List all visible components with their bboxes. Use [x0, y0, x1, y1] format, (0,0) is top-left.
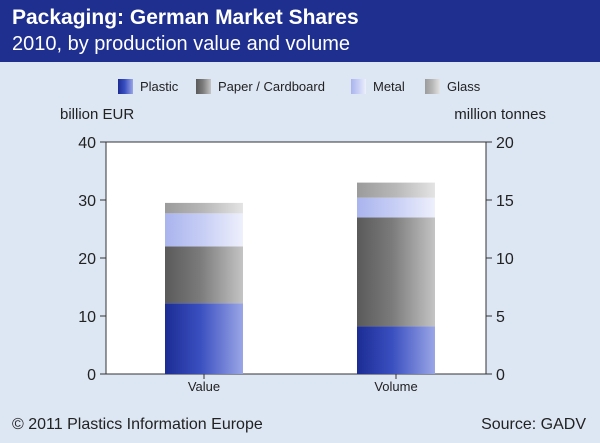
x-axis: Value Volume	[188, 374, 418, 394]
chart-header: Packaging: German Market Shares 2010, by…	[0, 0, 600, 62]
bar-value-glass	[165, 202, 243, 214]
y-tick-label-right: 0	[496, 367, 505, 384]
bar-value-paper	[165, 246, 243, 304]
bar-volume-glass	[357, 182, 435, 198]
legend-item-plastic: Plastic	[118, 79, 179, 94]
x-tick-label-value: Value	[188, 379, 220, 394]
source-text: Source: GADV	[481, 416, 586, 433]
legend-label-plastic: Plastic	[140, 79, 179, 94]
copyright-text: © 2011 Plastics Information Europe	[12, 416, 263, 433]
y-tick-label-left: 0	[87, 367, 96, 384]
legend-item-metal: Metal	[351, 79, 405, 94]
legend-swatch-glass	[425, 79, 440, 94]
legend-swatch-plastic	[118, 79, 133, 94]
bar-volume-plastic	[357, 326, 435, 374]
legend-item-paper: Paper / Cardboard	[196, 79, 325, 94]
bar-value-metal	[165, 213, 243, 247]
y-tick-label-right: 15	[496, 193, 514, 210]
y-tick-label-left: 30	[78, 193, 96, 210]
y-tick-label-right: 5	[496, 309, 505, 326]
y-tick-label-left: 10	[78, 309, 96, 326]
legend: Plastic Paper / Cardboard Metal Glass	[118, 79, 481, 94]
bars	[165, 182, 435, 374]
legend-label-glass: Glass	[447, 79, 481, 94]
y-tick-label-left: 20	[78, 251, 96, 268]
y-tick-label-right: 20	[496, 135, 514, 152]
legend-label-paper: Paper / Cardboard	[218, 79, 325, 94]
x-tick-label-volume: Volume	[374, 379, 417, 394]
legend-item-glass: Glass	[425, 79, 481, 94]
legend-swatch-paper	[196, 79, 211, 94]
legend-swatch-metal	[351, 79, 366, 94]
y-axis-title-left: billion EUR	[60, 106, 134, 123]
y-axis-right: 0 5 10 15 20	[486, 135, 514, 384]
y-tick-label-right: 10	[496, 251, 514, 268]
bar-value-plastic	[165, 303, 243, 374]
y-axis-title-right: million tonnes	[454, 106, 546, 123]
chart-title: Packaging: German Market Shares	[12, 6, 359, 29]
y-axis-left: 0 10 20 30 40	[78, 135, 106, 384]
bar-volume-metal	[357, 197, 435, 218]
y-tick-label-left: 40	[78, 135, 96, 152]
bar-volume-paper	[357, 217, 435, 327]
legend-label-metal: Metal	[373, 79, 405, 94]
chart-subtitle: 2010, by production value and volume	[12, 33, 351, 55]
